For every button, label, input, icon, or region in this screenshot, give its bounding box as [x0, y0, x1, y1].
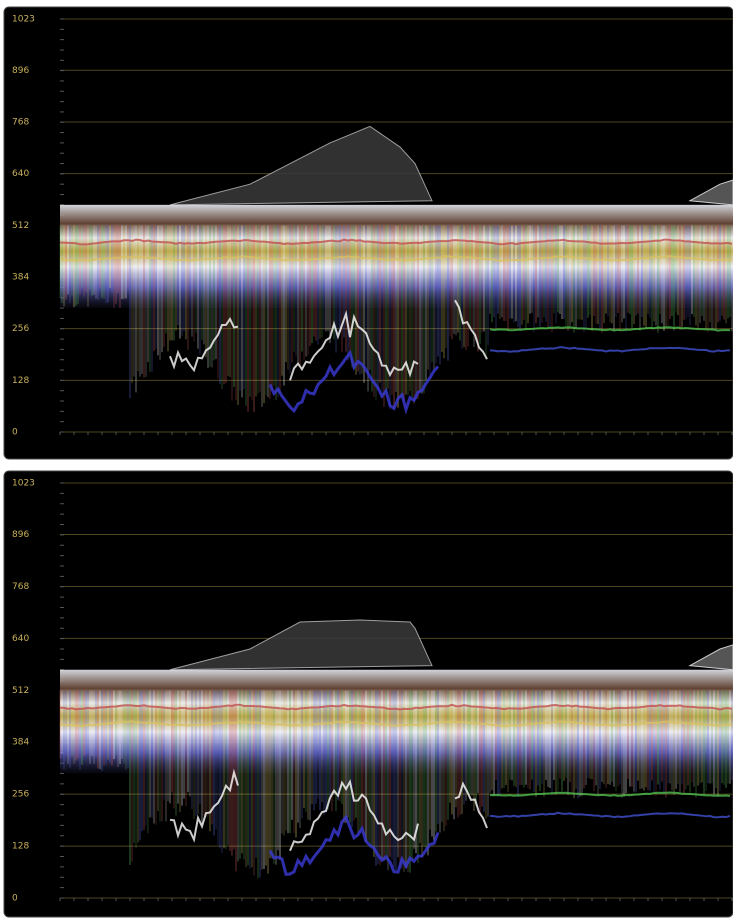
- y-tick-label: 128: [12, 376, 29, 386]
- waveform-trace: [489, 791, 731, 797]
- y-tick-label: 384: [12, 272, 29, 282]
- y-tick-label: 0: [12, 894, 18, 904]
- waveform-trace: [169, 619, 433, 671]
- waveform-trace: [169, 125, 433, 206]
- waveform-trace: [268, 814, 440, 877]
- y-tick-label: 1023: [12, 15, 35, 25]
- y-tick-label: 640: [12, 634, 29, 644]
- y-tick-label: 0: [12, 428, 18, 438]
- waveform-trace: [59, 255, 733, 262]
- y-tick-label: 768: [12, 117, 29, 127]
- waveform-trace: [289, 310, 419, 381]
- waveform-trace: [688, 179, 733, 206]
- y-tick-label: 896: [12, 530, 29, 540]
- y-tick-label: 640: [12, 169, 29, 179]
- waveform-trace: [60, 204, 733, 309]
- y-tick-label: 256: [12, 790, 29, 800]
- waveform-trace: [169, 768, 239, 843]
- waveform-trace: [59, 238, 733, 246]
- waveform-trace: [268, 349, 440, 415]
- y-tick-label: 512: [12, 221, 29, 231]
- y-tick-label: 1023: [12, 479, 35, 489]
- y-tick-label: 128: [12, 842, 29, 852]
- y-tick-label: 512: [12, 686, 29, 696]
- waveform-trace: [489, 811, 731, 819]
- waveform-trace: [169, 316, 239, 373]
- waveform-trace: [454, 299, 488, 360]
- y-tick-label: 896: [12, 66, 29, 76]
- y-tick-label: 256: [12, 324, 29, 334]
- y-tick-label: 384: [12, 738, 29, 748]
- waveform-trace: [289, 778, 419, 852]
- waveform-trace: [489, 346, 731, 353]
- waveform-trace: [454, 781, 488, 829]
- waveform-trace: [60, 669, 733, 774]
- waveform-trace: [688, 644, 733, 671]
- y-tick-label: 768: [12, 582, 29, 592]
- waveform-trace: [59, 720, 733, 728]
- waveform-trace: [59, 703, 733, 711]
- waveform-trace: [489, 326, 731, 332]
